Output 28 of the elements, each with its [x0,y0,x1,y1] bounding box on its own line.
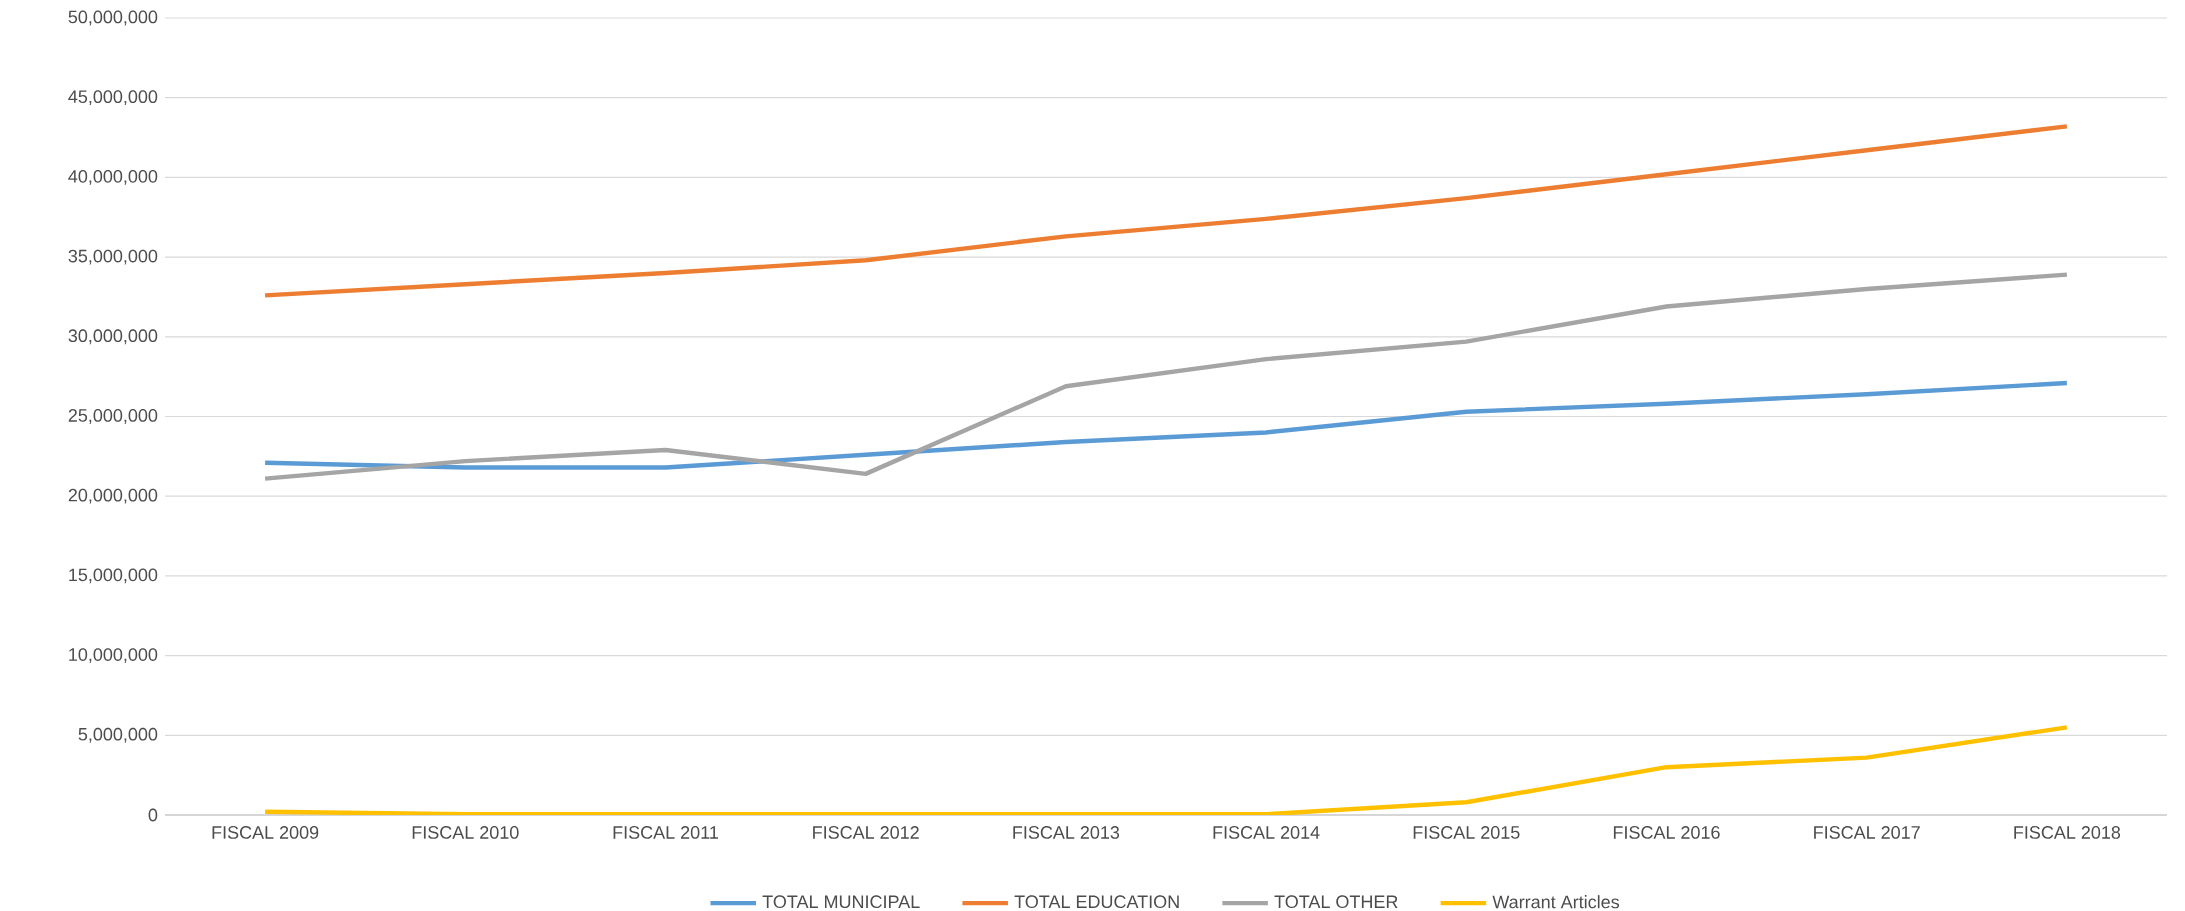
x-tick-label: FISCAL 2013 [1013,826,1120,839]
y-tick-label: 40,000,000 [68,169,158,185]
y-tick-label: 25,000,000 [68,409,158,424]
x-tick-label: FISCAL 2009 [212,826,319,839]
x-tick-label: FISCAL 2018 [2014,826,2121,839]
legend-label: TOTAL EDUCATION [1014,895,1179,909]
x-tick-label: FISCAL 2014 [1213,826,1320,839]
y-tick-label: 10,000,000 [69,648,158,664]
legend-label: Warrant Articles [1492,895,1620,909]
y-tick-label: 0 [148,808,158,822]
y-tick-label: 15,000,000 [69,568,158,584]
y-tick-label: 30,000,000 [68,329,158,345]
x-tick-label: FISCAL 2015 [1413,826,1520,839]
x-tick-label: FISCAL 2012 [813,826,919,839]
y-tick-label: 45,000,000 [68,90,158,106]
y-tick-label: 35,000,000 [68,249,158,265]
line-series [262,272,2070,481]
x-tick-label: FISCAL 2010 [412,826,519,839]
x-tick-label: FISCAL 2011 [613,826,718,839]
y-tick-label: 50,000,000 [68,10,158,26]
x-tick-label: FISCAL 2016 [1613,826,1720,839]
line-series [262,380,2070,470]
y-tick-label: 5,000,000 [78,727,158,743]
legend-label: TOTAL OTHER [1274,895,1398,909]
x-tick-label: FISCAL 2017 [1814,826,1920,839]
line-series [262,124,2070,298]
y-tick-label: 20,000,000 [68,488,158,504]
legend-label: TOTAL MUNICIPAL [762,895,920,909]
